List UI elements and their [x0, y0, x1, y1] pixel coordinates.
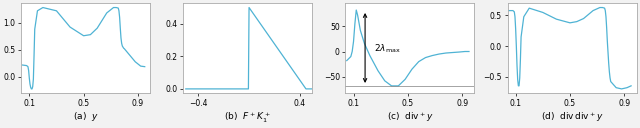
X-axis label: (a)  $y$: (a) $y$ [73, 110, 99, 123]
X-axis label: (b)  $F^+K_1^+$: (b) $F^+K_1^+$ [225, 110, 271, 125]
X-axis label: (c)  $\mathrm{div}^+ y$: (c) $\mathrm{div}^+ y$ [387, 110, 433, 124]
Text: $2\lambda_{\max}$: $2\lambda_{\max}$ [374, 43, 401, 55]
X-axis label: (d)  $\mathrm{div}\,\mathrm{div}^+ y$: (d) $\mathrm{div}\,\mathrm{div}^+ y$ [541, 110, 604, 124]
